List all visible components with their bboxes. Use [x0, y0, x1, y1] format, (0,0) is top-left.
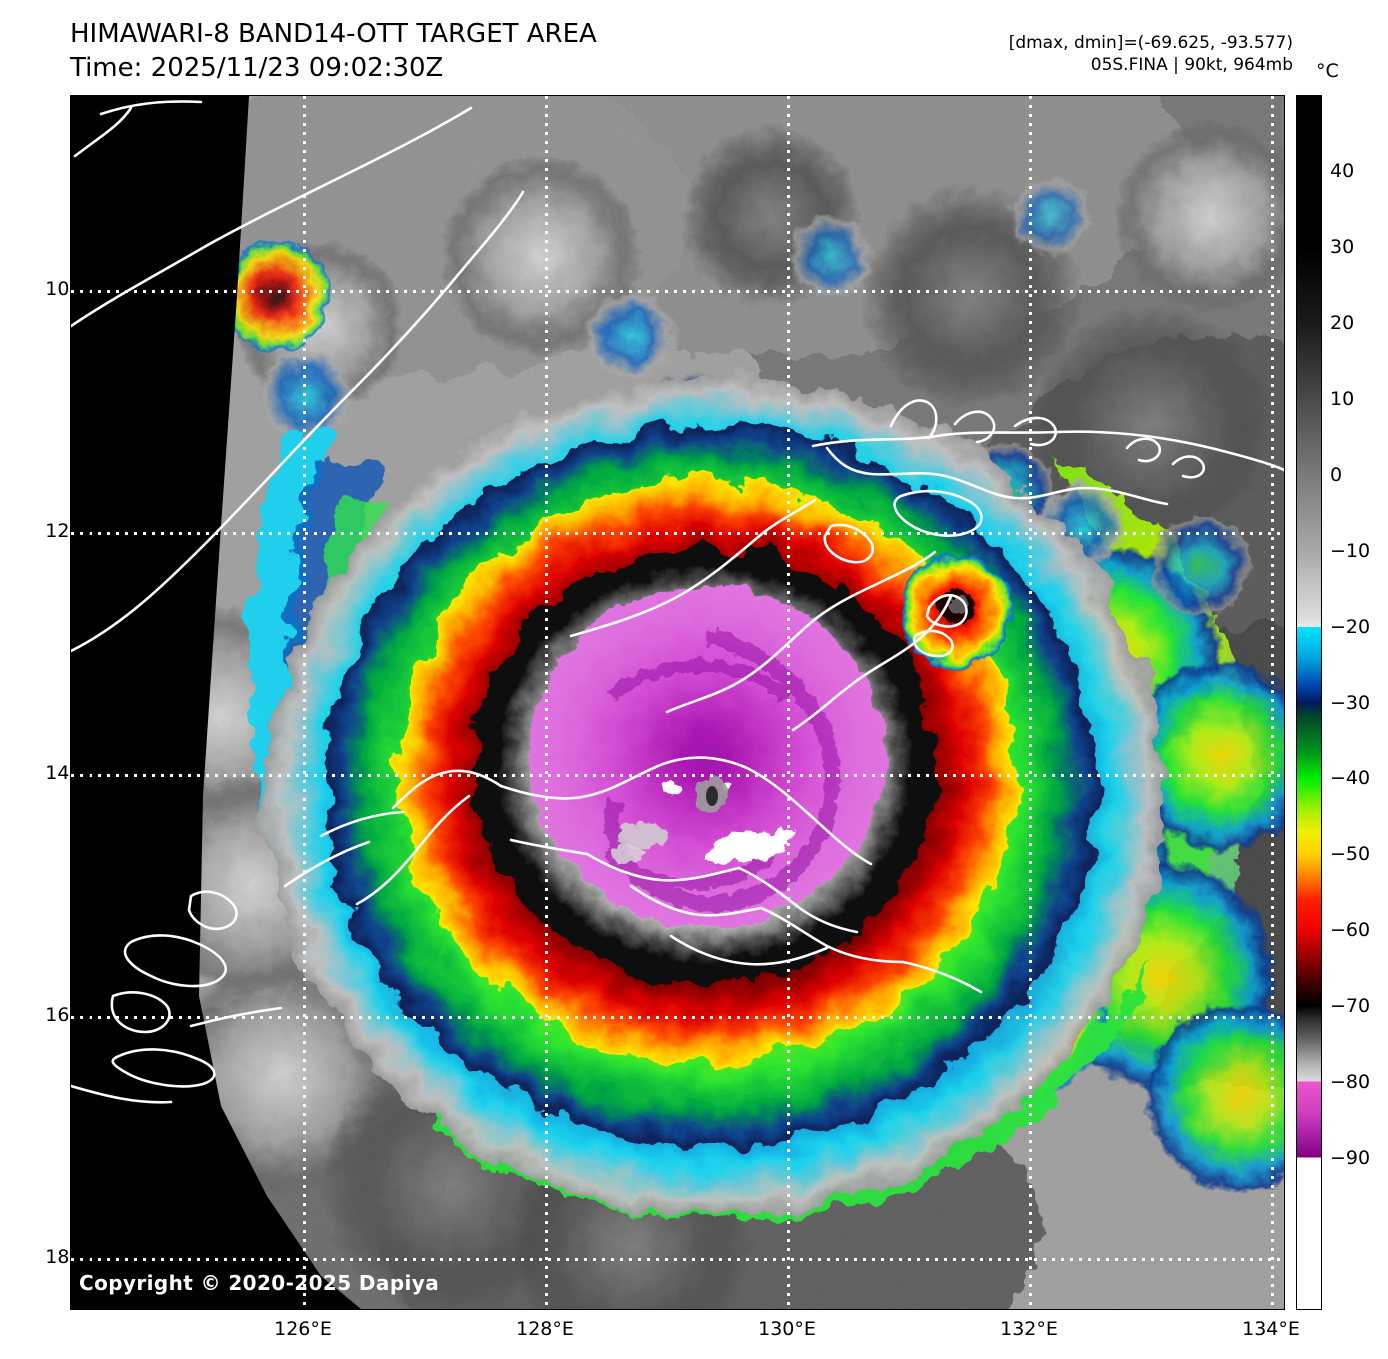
satellite-image-plot: Copyright © 2020-2025 Dapiya [70, 95, 1285, 1310]
xtick-label-126E: 126°E [274, 1318, 332, 1340]
page-title: HIMAWARI-8 BAND14-OTT TARGET AREA [70, 19, 597, 49]
xtick-label-128E: 128°E [516, 1318, 574, 1340]
colorbar-tick-minus50: −50 [1330, 843, 1371, 866]
xtick-label-134E: 134°E [1242, 1318, 1300, 1340]
colorbar-tick-40: 40 [1330, 159, 1355, 182]
colorbar-unit-label: °C [1316, 60, 1339, 82]
ytick-label-18S: 18°S [45, 1246, 91, 1268]
colorbar-tick-10: 10 [1330, 387, 1355, 410]
ir-data-swath [199, 96, 1284, 1309]
coastline-overlay [71, 100, 1284, 1104]
xtick-label-132E: 132°E [1000, 1318, 1058, 1340]
colorbar-tick-20: 20 [1330, 311, 1355, 334]
colorbar-tick-minus60: −60 [1330, 919, 1371, 942]
colorbar-tick-30: 30 [1330, 235, 1355, 258]
metadata-block: [dmax, dmin]=(-69.625, -93.577) 05S.FINA… [1009, 32, 1293, 77]
ytick-label-12S: 12°S [45, 520, 91, 542]
colorbar-tick-minus80: −80 [1330, 1071, 1371, 1094]
colorbar-tick-minus20: −20 [1330, 615, 1371, 638]
storm-info-label: 05S.FINA | 90kt, 964mb [1090, 55, 1293, 76]
infrared-brightness-temperature-raster [71, 96, 1284, 1309]
colorbar-tick-minus30: −30 [1330, 691, 1371, 714]
xtick-label-130E: 130°E [758, 1318, 816, 1340]
colorbar-tick-minus70: −70 [1330, 995, 1371, 1018]
colorbar-gradient [1296, 95, 1322, 1310]
timestamp-label: Time: 2025/11/23 09:02:30Z [70, 52, 444, 83]
ytick-label-10S: 10°S [45, 278, 91, 300]
copyright-label: Copyright © 2020-2025 Dapiya [79, 1271, 440, 1295]
colorbar-tick-0: 0 [1330, 463, 1343, 486]
colorbar-tick-minus90: −90 [1330, 1147, 1371, 1170]
dmax-dmin-label: [dmax, dmin]=(-69.625, -93.577) [1008, 33, 1293, 53]
ytick-label-16S: 16°S [45, 1004, 91, 1026]
colorbar-tick-minus40: −40 [1330, 767, 1371, 790]
colorbar [1296, 95, 1322, 1310]
figure-title-block: HIMAWARI-8 BAND14-OTT TARGET AREA Time: … [70, 18, 597, 86]
ytick-label-14S: 14°S [45, 762, 91, 784]
colorbar-tick-minus10: −10 [1330, 539, 1371, 562]
